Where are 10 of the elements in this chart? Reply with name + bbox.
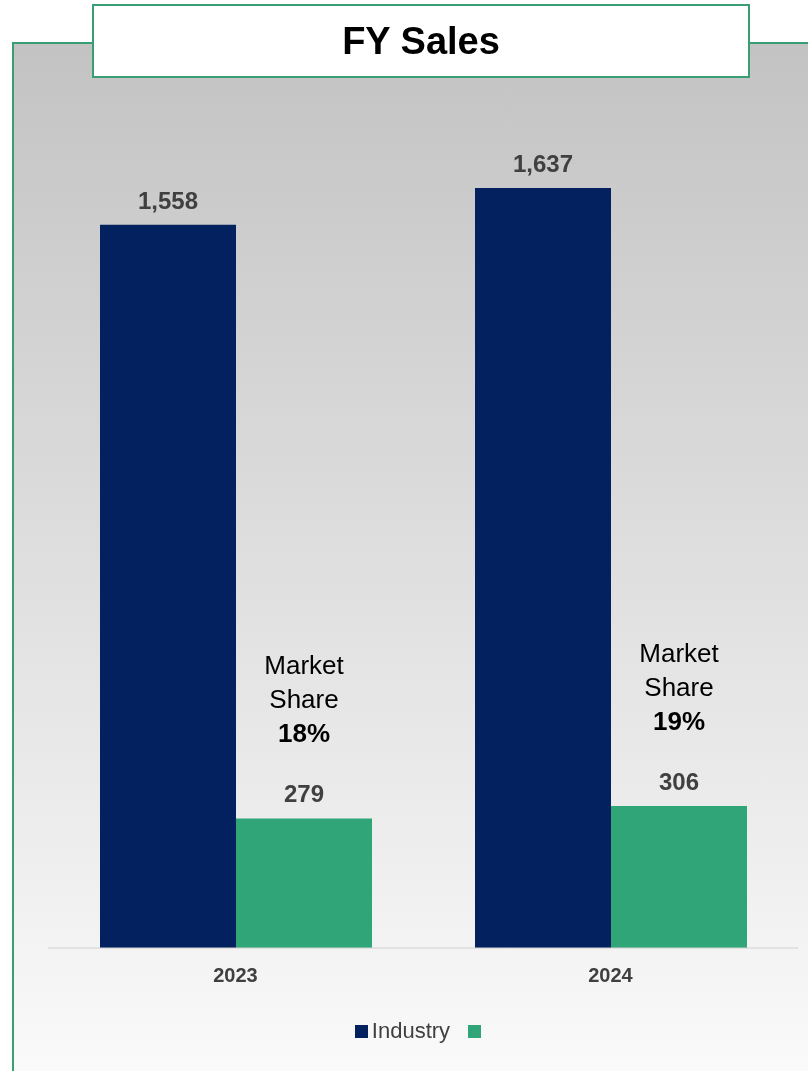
annotation: Market Share 19% [638,636,720,738]
x-tick-label: 2024 [588,964,634,987]
x-tick-label: 2023 [213,964,258,987]
data-label: 279 [283,780,325,808]
data-label: 306 [658,767,700,795]
chart-title: FY Sales [92,4,750,78]
annotation: Market Share 18% [263,649,345,751]
data-label: 1,637 [512,150,574,177]
legend-label: Industry [371,1018,451,1044]
data-label: 1,558 [137,186,199,214]
